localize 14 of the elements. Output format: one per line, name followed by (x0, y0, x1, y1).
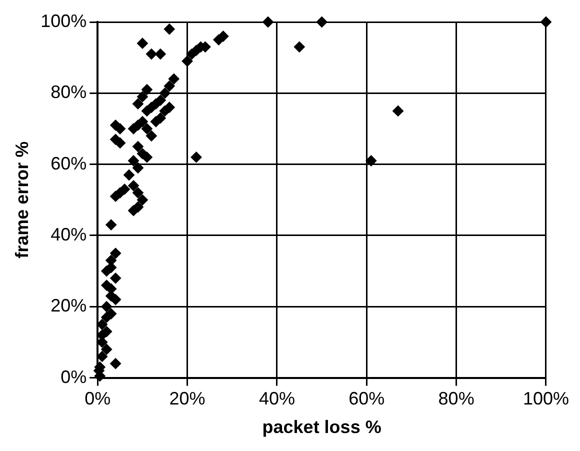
x-tick-label: 100% (522, 388, 570, 409)
x-tick-label: 60% (348, 388, 385, 409)
y-tick-label: 80% (50, 82, 87, 102)
x-tick-label: 20% (169, 388, 206, 409)
y-tick-label: 0% (60, 366, 87, 387)
y-tick-label: 100% (40, 10, 87, 31)
y-tick-label: 20% (50, 296, 87, 316)
y-tick-label: 60% (50, 153, 87, 174)
x-tick-label: 0% (84, 388, 111, 409)
x-tick-label: 80% (438, 388, 474, 409)
y-axis-title: frame error % (12, 141, 32, 258)
y-tick-label: 40% (50, 224, 87, 244)
x-axis-title: packet loss % (262, 417, 382, 438)
x-tick-label: 40% (258, 388, 295, 409)
